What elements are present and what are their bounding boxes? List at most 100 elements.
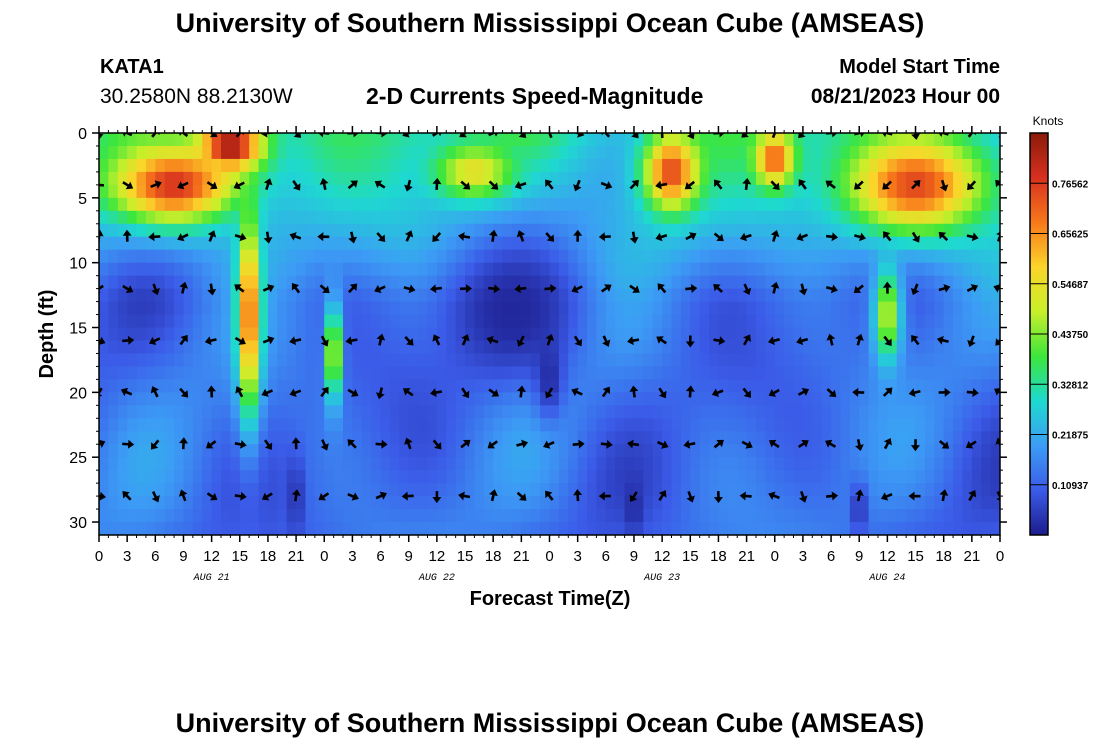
heatmap-cell (389, 470, 400, 484)
heatmap-cell (568, 483, 579, 497)
x-tick-label: 3 (123, 548, 131, 565)
heatmap-cell (155, 379, 166, 393)
heatmap-cell (399, 288, 410, 303)
heatmap-cell (408, 288, 419, 303)
heatmap-cell (239, 301, 250, 316)
heatmap-cell (127, 145, 138, 160)
heatmap-cell (108, 197, 119, 212)
heatmap-cell (474, 262, 485, 277)
heatmap-cell (108, 444, 119, 458)
heatmap-cell (624, 236, 635, 251)
heatmap-cell (202, 392, 213, 406)
heatmap-cell (746, 197, 757, 212)
heatmap-cell (183, 301, 194, 316)
current-arrow (429, 284, 443, 294)
heatmap-cell (568, 145, 579, 160)
heatmap-cell (981, 405, 992, 419)
heatmap-cell (709, 444, 720, 458)
heatmap-cell (624, 262, 635, 277)
heatmap-cell (596, 353, 607, 368)
current-arrow (968, 490, 977, 502)
heatmap-cell (868, 444, 879, 458)
heatmap-cell (990, 353, 1000, 368)
heatmap-cell (549, 249, 560, 264)
heatmap-cell (324, 366, 335, 380)
heatmap-cell (174, 405, 185, 419)
current-arrow (911, 334, 920, 346)
heatmap-cell (333, 431, 344, 445)
heatmap-cell (558, 236, 569, 251)
heatmap-cell (633, 145, 644, 160)
heatmap-cell (305, 210, 316, 225)
heatmap-cell (483, 223, 494, 238)
heatmap-cell (277, 418, 288, 432)
heatmap-cell (896, 340, 907, 355)
heatmap-cell (737, 210, 748, 225)
heatmap-cell (314, 522, 325, 535)
x-tick-label: 12 (879, 548, 896, 565)
heatmap-cell (174, 392, 185, 406)
heatmap-cell (774, 288, 785, 303)
heatmap-cell (840, 366, 851, 380)
heatmap-cell (840, 262, 851, 277)
heatmap-cell (877, 171, 888, 186)
heatmap-cell (662, 275, 673, 290)
heatmap-cell (971, 470, 982, 484)
heatmap-cell (680, 340, 691, 355)
heatmap-cell (183, 184, 194, 199)
current-arrow (938, 231, 949, 242)
heatmap-cell (436, 236, 447, 251)
heatmap-cell (117, 418, 128, 432)
current-arrow (432, 334, 441, 346)
heatmap-cell (427, 210, 438, 225)
heatmap-cell (755, 145, 766, 160)
heatmap-cell (249, 249, 260, 264)
heatmap-cell (361, 509, 372, 523)
heatmap-cell (483, 522, 494, 535)
current-arrow (825, 439, 837, 448)
heatmap-cell (540, 327, 551, 342)
heatmap-cell (145, 340, 156, 355)
heatmap-cell (436, 184, 447, 199)
heatmap-cell (380, 522, 391, 535)
heatmap-cell (117, 223, 128, 238)
heatmap-cell (605, 158, 616, 173)
heatmap-cell (502, 275, 513, 290)
heatmap-cell (249, 327, 260, 342)
heatmap-cell (680, 418, 691, 432)
heatmap-cell (380, 301, 391, 316)
current-arrow (516, 439, 529, 449)
heatmap-cell (971, 171, 982, 186)
heatmap-cell (286, 236, 297, 251)
heatmap-cell (296, 158, 307, 173)
heatmap-cell (924, 145, 935, 160)
date-label: AUG 22 (418, 573, 455, 584)
heatmap-cell (990, 379, 1000, 393)
heatmap-cell (943, 522, 954, 535)
current-arrow (460, 180, 471, 190)
heatmap-cell (765, 158, 776, 173)
heatmap-cell (183, 249, 194, 264)
current-arrow (516, 133, 527, 139)
heatmap-cell (333, 184, 344, 199)
heatmap-cell (577, 133, 588, 147)
heatmap-cell (812, 158, 823, 173)
heatmap-cell (380, 379, 391, 393)
heatmap-cell (511, 145, 522, 160)
heatmap-cell (615, 158, 626, 173)
heatmap-cell (474, 353, 485, 368)
current-arrow (627, 439, 640, 449)
current-arrow (207, 385, 217, 398)
current-arrow (207, 230, 217, 242)
heatmap-cell (493, 262, 504, 277)
heatmap-cell (446, 184, 457, 199)
heatmap-cell (558, 431, 569, 445)
heatmap-cell (877, 158, 888, 173)
heatmap-cell (587, 353, 598, 368)
heatmap-cell (690, 314, 701, 329)
heatmap-cell (127, 133, 138, 147)
current-arrow (938, 283, 951, 293)
heatmap-cell (615, 483, 626, 497)
heatmap-cell (183, 392, 194, 406)
heatmap-cell (446, 431, 457, 445)
